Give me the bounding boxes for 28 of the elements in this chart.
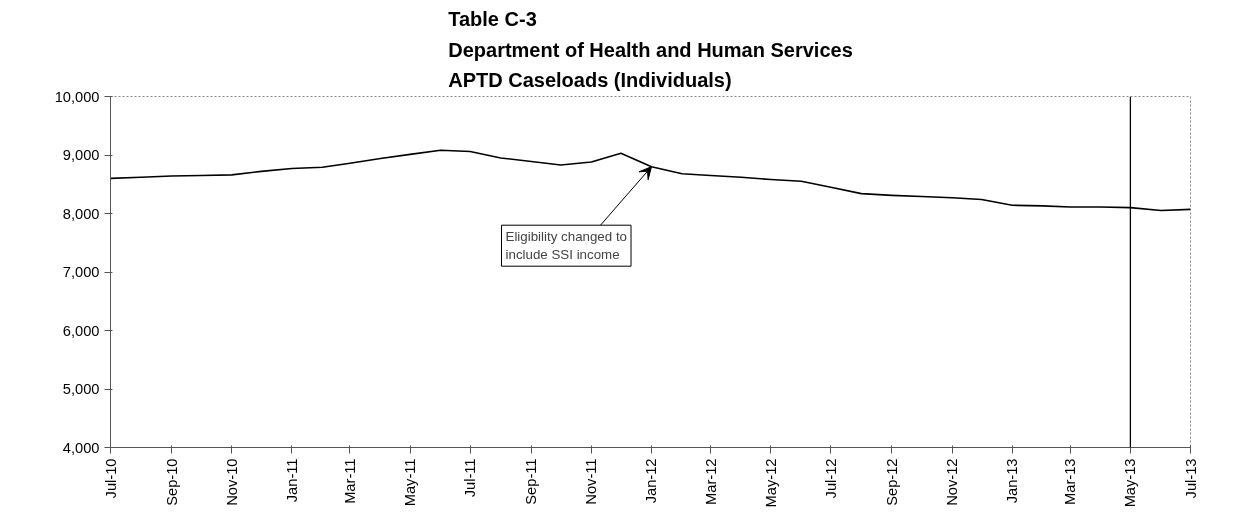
x-tick-label: Jul-10 xyxy=(102,458,119,499)
x-tick-label: Jan-13 xyxy=(1004,458,1021,504)
x-tick-label: Nov-11 xyxy=(583,458,600,505)
y-tick-label: 9,000 xyxy=(62,147,100,163)
y-tick-label: 6,000 xyxy=(62,322,100,339)
x-tick-label: Jan-11 xyxy=(283,458,300,503)
x-tick-label: Mar-13 xyxy=(1062,458,1079,505)
y-tick-label: 5,000 xyxy=(62,381,100,397)
y-tick-label: 8,000 xyxy=(62,205,100,222)
x-tick-label: Sep-10 xyxy=(163,458,180,506)
y-tick-label: 10,000 xyxy=(54,88,100,105)
x-tick-label: Sep-12 xyxy=(883,458,900,506)
y-tick-label: 7,000 xyxy=(62,264,100,280)
x-tick-label: Jul-12 xyxy=(822,458,839,499)
x-tick-label: Jul-11 xyxy=(462,458,479,498)
x-tick-label: Jan-12 xyxy=(643,458,660,504)
x-tick-label: May-11 xyxy=(402,458,419,507)
x-tick-label: Nov-10 xyxy=(223,458,240,506)
x-tick-label: May-13 xyxy=(1122,458,1139,508)
chart-title: Table C-3 Department of Health and Human Services APTD Caseloads (Individuals) xyxy=(448,7,853,92)
x-tick-label: Jul-13 xyxy=(1182,458,1199,499)
annotation: Eligibility changed to include SSI income xyxy=(505,229,628,263)
x-tick-label: Nov-12 xyxy=(944,458,961,506)
x-tick-label: May-12 xyxy=(762,458,779,508)
x-tick-label: Mar-12 xyxy=(702,458,719,505)
y-tick-label: 4,000 xyxy=(62,439,100,456)
x-tick-label: Mar-11 xyxy=(341,458,358,504)
x-tick-label: Sep-11 xyxy=(523,458,540,505)
